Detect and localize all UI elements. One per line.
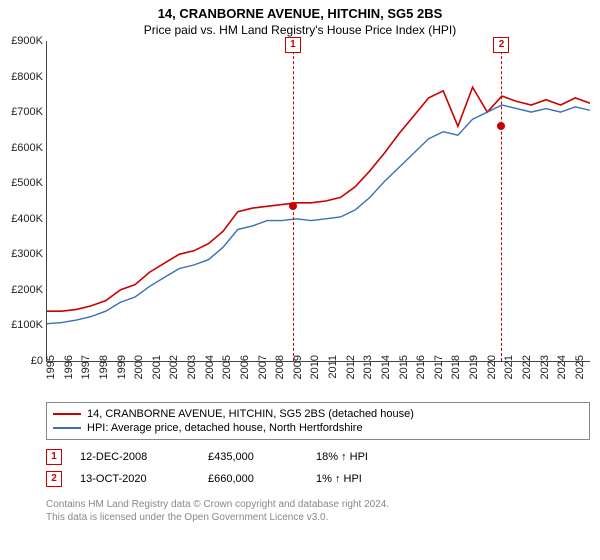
x-tick-label: 2025 <box>574 355 586 379</box>
footer-line-1: Contains HM Land Registry data © Crown c… <box>46 498 590 511</box>
legend-label: 14, CRANBORNE AVENUE, HITCHIN, SG5 2BS (… <box>87 408 414 420</box>
x-tick-label: 1999 <box>116 355 128 379</box>
x-tick-label: 2007 <box>257 355 269 379</box>
x-tick-label: 2017 <box>433 355 445 379</box>
legend-row: HPI: Average price, detached house, Nort… <box>53 421 583 435</box>
chart-lines <box>47 41 590 361</box>
x-tick-label: 1998 <box>98 355 110 379</box>
x-tick-label: 2008 <box>274 355 286 379</box>
y-tick-label: £400K <box>1 213 43 225</box>
x-tick-label: 2014 <box>380 355 392 379</box>
y-tick-label: £700K <box>1 106 43 118</box>
x-tick-label: 2021 <box>503 355 515 379</box>
sale-marker-box: 1 <box>285 37 301 53</box>
y-tick-label: £500K <box>1 177 43 189</box>
footer-attribution: Contains HM Land Registry data © Crown c… <box>46 498 590 524</box>
x-tick-label: 2019 <box>468 355 480 379</box>
footer-line-2: This data is licensed under the Open Gov… <box>46 511 590 524</box>
x-tick-label: 2022 <box>521 355 533 379</box>
y-tick-label: £600K <box>1 142 43 154</box>
x-tick-label: 2012 <box>345 355 357 379</box>
series-line <box>47 105 590 324</box>
sale-marker-dot <box>497 122 505 130</box>
sale-id-box: 1 <box>46 449 62 465</box>
sale-date: 13-OCT-2020 <box>80 473 190 485</box>
sale-row: 1 12-DEC-2008 £435,000 18% ↑ HPI <box>46 446 590 468</box>
sale-delta: 1% ↑ HPI <box>316 473 362 485</box>
sale-marker-line <box>501 41 502 361</box>
sale-date: 12-DEC-2008 <box>80 451 190 463</box>
x-tick-label: 2018 <box>450 355 462 379</box>
y-tick-label: £300K <box>1 248 43 260</box>
y-tick-label: £900K <box>1 35 43 47</box>
x-tick-label: 2023 <box>539 355 551 379</box>
x-tick-label: 1995 <box>45 355 57 379</box>
x-tick-label: 2004 <box>204 355 216 379</box>
x-tick-label: 2003 <box>186 355 198 379</box>
legend-row: 14, CRANBORNE AVENUE, HITCHIN, SG5 2BS (… <box>53 407 583 421</box>
sale-price: £660,000 <box>208 473 298 485</box>
series-line <box>47 87 590 311</box>
x-tick-label: 2024 <box>556 355 568 379</box>
x-tick-label: 2020 <box>486 355 498 379</box>
x-tick-label: 2006 <box>239 355 251 379</box>
legend-swatch <box>53 413 81 415</box>
x-tick-label: 2002 <box>168 355 180 379</box>
sale-marker-line <box>293 41 294 361</box>
legend-box: 14, CRANBORNE AVENUE, HITCHIN, SG5 2BS (… <box>46 402 590 440</box>
x-tick-label: 2015 <box>398 355 410 379</box>
sale-row: 2 13-OCT-2020 £660,000 1% ↑ HPI <box>46 468 590 490</box>
sale-delta: 18% ↑ HPI <box>316 451 368 463</box>
legend-label: HPI: Average price, detached house, Nort… <box>87 422 363 434</box>
x-tick-label: 1996 <box>63 355 75 379</box>
x-tick-label: 1997 <box>80 355 92 379</box>
sale-price: £435,000 <box>208 451 298 463</box>
page-title: 14, CRANBORNE AVENUE, HITCHIN, SG5 2BS <box>0 0 600 21</box>
sale-marker-box: 2 <box>493 37 509 53</box>
y-tick-label: £0 <box>1 355 43 367</box>
x-tick-label: 2016 <box>415 355 427 379</box>
legend-swatch <box>53 427 81 429</box>
x-tick-label: 2010 <box>309 355 321 379</box>
y-tick-label: £100K <box>1 319 43 331</box>
y-tick-label: £800K <box>1 71 43 83</box>
x-tick-label: 2013 <box>362 355 374 379</box>
sale-id-box: 2 <box>46 471 62 487</box>
x-tick-label: 2005 <box>221 355 233 379</box>
x-tick-label: 2000 <box>133 355 145 379</box>
sale-marker-dot <box>289 202 297 210</box>
x-tick-label: 2001 <box>151 355 163 379</box>
x-tick-label: 2011 <box>327 355 339 379</box>
y-tick-label: £200K <box>1 284 43 296</box>
price-chart: £0£100K£200K£300K£400K£500K£600K£700K£80… <box>46 41 590 362</box>
sales-table: 1 12-DEC-2008 £435,000 18% ↑ HPI 2 13-OCT-202… <box>46 446 590 490</box>
